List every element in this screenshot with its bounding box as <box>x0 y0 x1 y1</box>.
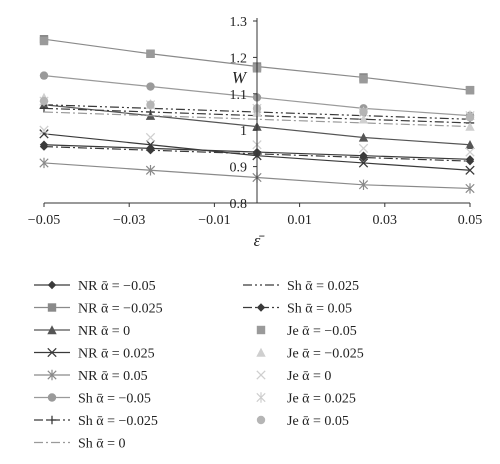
legend-label: Sh ᾱ = 0 <box>78 437 126 452</box>
legend-marker <box>47 303 57 312</box>
x-tick-label: 0.03 <box>373 213 398 228</box>
series-line <box>43 107 471 124</box>
data-point <box>146 49 155 58</box>
data-point <box>465 85 475 95</box>
legend-item: Sh ᾱ = −0.025 <box>34 414 158 429</box>
legend-item: Je ᾱ = 0 <box>256 369 331 384</box>
data-point <box>39 157 49 169</box>
data-point <box>145 132 156 143</box>
data-point <box>465 156 475 166</box>
data-point <box>465 183 475 194</box>
y-tick-label: 1 <box>240 124 247 139</box>
y-tick-label: 1.2 <box>230 51 248 66</box>
data-point <box>146 146 155 155</box>
legend-marker <box>256 370 266 380</box>
legend-marker <box>47 347 57 358</box>
legend-item: Je ᾱ = 0.025 <box>256 392 356 407</box>
data-point <box>359 107 368 117</box>
legend-item: Sh ᾱ = 0.025 <box>243 279 359 294</box>
data-point <box>465 113 475 122</box>
legend-marker <box>256 303 266 312</box>
data-point <box>39 36 49 46</box>
legend-marker <box>256 415 266 425</box>
y-tick-label: 1.1 <box>230 88 248 103</box>
legend-item: Je ᾱ = −0.025 <box>256 347 364 362</box>
x-tick-label: 0.01 <box>287 213 312 228</box>
legend-item: NR ᾱ = 0.05 <box>34 369 148 384</box>
legend-label: Je ᾱ = 0.025 <box>287 392 356 407</box>
legend-marker <box>256 325 266 335</box>
legend-item: Sh ᾱ = 0 <box>34 437 126 452</box>
legend-label: Je ᾱ = −0.025 <box>287 347 364 362</box>
legend-item: Je ᾱ = 0.05 <box>256 414 349 429</box>
data-point <box>359 75 368 84</box>
x-tick-label: −0.01 <box>198 213 230 228</box>
legend-marker <box>47 415 57 425</box>
legend-item: NR ᾱ = −0.05 <box>34 279 156 294</box>
legend-label: Sh ᾱ = 0.025 <box>287 279 359 294</box>
data-point <box>39 96 49 106</box>
legend-label: Je ᾱ = −0.05 <box>287 324 357 339</box>
series-line <box>43 111 471 128</box>
legend-label: NR ᾱ = 0 <box>78 324 130 339</box>
legend-item: Sh ᾱ = 0.05 <box>243 302 352 317</box>
data-point <box>145 140 156 150</box>
legend-label: Sh ᾱ = −0.05 <box>78 392 151 407</box>
legend-label: NR ᾱ = −0.025 <box>78 302 163 317</box>
legend-label: NR ᾱ = 0.05 <box>78 369 148 384</box>
data-point <box>39 129 49 139</box>
legend-marker <box>256 347 266 357</box>
x-tick-label: −0.03 <box>113 213 145 228</box>
legend-marker <box>47 280 57 290</box>
series-8 <box>43 111 471 128</box>
legend-label: NR ᾱ = −0.05 <box>78 279 156 294</box>
data-point <box>358 114 369 124</box>
data-point <box>358 143 369 154</box>
data-point <box>39 142 49 151</box>
data-point <box>145 165 156 176</box>
data-point <box>39 71 49 80</box>
legend-label: NR ᾱ = 0.025 <box>78 347 155 362</box>
data-point <box>358 132 369 142</box>
axes-group: 0.8 0.9 1 1.1 1.2 1.3 −0.05 −0.03 −0.01 0.01 0.03 0… <box>28 15 482 250</box>
series-10 <box>39 142 475 166</box>
data-point <box>358 179 369 190</box>
legend-item: NR ᾱ = 0.025 <box>34 347 155 362</box>
x-axis-title: ε̄ <box>254 231 266 250</box>
legend-item: NR ᾱ = −0.025 <box>34 302 163 317</box>
y-tick-label: 0.8 <box>230 197 248 212</box>
legend-label: Je ᾱ = 0 <box>287 369 331 384</box>
data-point <box>465 147 475 157</box>
data-point <box>39 125 49 135</box>
legend-label: Sh ᾱ = 0.05 <box>287 302 352 317</box>
data-point <box>359 153 368 162</box>
legend-marker <box>47 369 57 381</box>
data-point <box>146 100 155 109</box>
legend-marker <box>47 393 57 402</box>
y-tick-label: 1.3 <box>230 15 248 30</box>
legend-marker <box>47 325 57 335</box>
legend-item: Je ᾱ = −0.05 <box>256 324 357 339</box>
data-point <box>146 82 155 91</box>
legend-item: Sh ᾱ = −0.05 <box>34 392 151 407</box>
legend-label: Sh ᾱ = −0.025 <box>78 414 158 429</box>
y-tick-label: 0.9 <box>230 161 248 176</box>
data-point <box>358 158 369 168</box>
series-line <box>43 145 471 162</box>
legend: NR ᾱ = −0.05 NR ᾱ = −0.025 NR ᾱ = 0 NR ᾱ = … <box>34 279 364 452</box>
legend-item: NR ᾱ = 0 <box>34 324 130 339</box>
legend-label: Je ᾱ = 0.05 <box>287 414 349 429</box>
series-line <box>43 104 471 120</box>
series-15 <box>39 96 475 122</box>
data-point <box>465 121 475 131</box>
series-9 <box>43 104 471 120</box>
data-point <box>465 165 475 175</box>
x-tick-label: −0.05 <box>28 213 60 228</box>
legend-marker <box>256 392 266 403</box>
x-tick-label: 0.05 <box>458 213 483 228</box>
y-axis-title: W <box>232 68 248 87</box>
data-point <box>465 140 475 149</box>
